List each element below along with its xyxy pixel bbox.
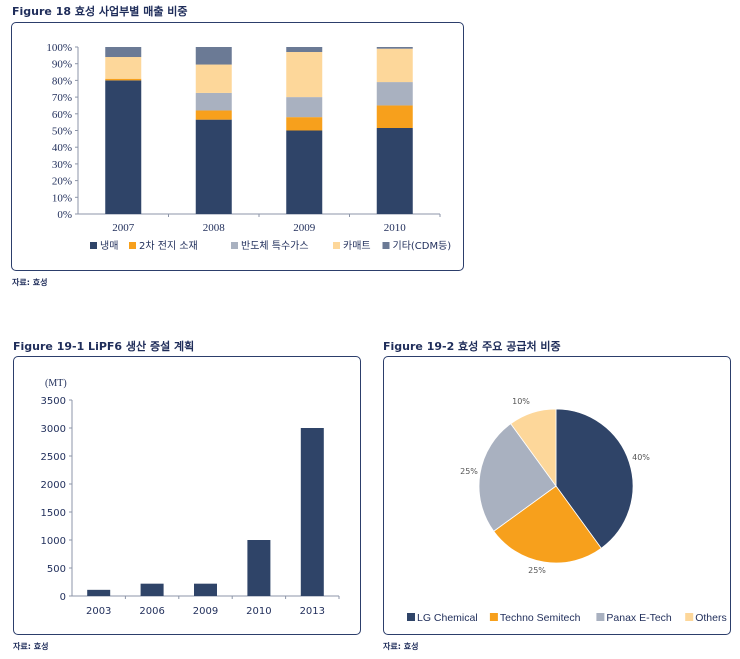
- pie-slice: [493, 485, 602, 564]
- bar-segment: [195, 64, 232, 93]
- pie-data-label: 25%: [528, 566, 546, 575]
- bar-segment: [105, 57, 142, 79]
- legend-label: LG Chemical: [417, 612, 478, 624]
- y-tick-label: 3000: [41, 424, 66, 435]
- x-tick-label: 2008: [203, 222, 226, 234]
- y-tick-label: 0: [60, 592, 66, 603]
- legend-label: 2차 전지 소재: [139, 240, 198, 252]
- x-tick-label: 2003: [86, 606, 111, 617]
- y-tick-label: 70%: [52, 92, 72, 104]
- bar-segment: [105, 78, 142, 81]
- x-tick-label: 2009: [193, 606, 218, 617]
- bar-segment: [286, 97, 323, 118]
- bar: [247, 540, 271, 596]
- legend-label: Panax E-Tech: [606, 612, 672, 624]
- legend-swatch: [596, 613, 605, 621]
- bar-segment: [105, 47, 142, 58]
- x-tick-label: 2010: [246, 606, 271, 617]
- x-tick-label: 2006: [139, 606, 164, 617]
- y-tick-label: 80%: [52, 75, 72, 87]
- y-tick-label: 3500: [41, 396, 66, 407]
- y-tick-label: 20%: [52, 176, 72, 188]
- bar-segment: [286, 52, 323, 98]
- y-tick-label: 500: [47, 564, 66, 575]
- bar: [140, 583, 164, 596]
- fig19-2-frame: [383, 356, 731, 635]
- fig19-1-frame: [13, 356, 361, 635]
- legend-swatch: [231, 242, 238, 249]
- bar-segment: [376, 105, 413, 128]
- bar: [194, 583, 217, 596]
- y-tick-label: 1500: [41, 508, 66, 519]
- y-tick-label: 40%: [52, 142, 72, 154]
- legend-swatch: [382, 242, 390, 249]
- legend-swatch: [129, 242, 136, 249]
- legend-swatch: [489, 613, 498, 621]
- pie-slice: [510, 408, 557, 488]
- y-tick-label: 50%: [52, 126, 72, 138]
- bar-segment: [286, 47, 323, 53]
- legend-label: 냉매: [100, 240, 118, 252]
- legend-swatch: [90, 242, 97, 249]
- legend-label: Others: [695, 612, 727, 624]
- pie-slice: [555, 408, 634, 549]
- fig19-1-source: 자료: 효성: [13, 642, 49, 651]
- bar-segment: [376, 48, 413, 83]
- x-tick-label: 2007: [112, 222, 135, 234]
- y-tick-label: 0%: [57, 209, 72, 221]
- bar: [300, 428, 324, 596]
- bar-segment: [105, 80, 142, 215]
- legend-swatch: [407, 613, 415, 621]
- legend: 냉매 2차 전지 소재 반도체 특수가스 카매트 기타(CDM등): [90, 240, 451, 252]
- bar-segment: [376, 82, 413, 106]
- pie-data-label: 10%: [512, 397, 530, 406]
- x-tick-label: 2010: [384, 222, 407, 234]
- legend-swatch: [685, 613, 694, 621]
- bar: [87, 589, 111, 596]
- y-unit-label: (MT): [45, 378, 67, 389]
- pie-data-label: 40%: [632, 453, 650, 462]
- fig19-1-title: Figure 19-1 LiPF6 생산 증설 계획: [13, 340, 195, 353]
- y-tick-label: 90%: [52, 59, 72, 71]
- bar-segment: [195, 47, 232, 65]
- bar-segment: [376, 127, 413, 214]
- fig18-title: Figure 18 효성 사업부별 매출 비중: [12, 5, 188, 18]
- bar-segment: [376, 47, 413, 49]
- y-tick-label: 2500: [41, 452, 66, 463]
- legend-label: 반도체 특수가스: [241, 240, 309, 252]
- x-tick-label: 2013: [300, 606, 325, 617]
- y-tick-label: 2000: [41, 480, 66, 491]
- x-tick-label: 2009: [293, 222, 316, 234]
- bar-segment: [286, 117, 323, 131]
- bar-segment: [195, 110, 232, 120]
- fig18-source: 자료: 효성: [12, 278, 48, 287]
- fig18-frame: [11, 22, 464, 271]
- legend-label: 기타(CDM등): [393, 240, 452, 252]
- y-tick-label: 1000: [41, 536, 66, 547]
- bar-segment: [195, 119, 232, 214]
- legend-swatch: [333, 242, 340, 249]
- y-tick-label: 60%: [52, 109, 72, 121]
- fig19-2-source: 자료: 효성: [383, 642, 419, 651]
- bar-segment: [286, 130, 323, 214]
- bar-segment: [195, 92, 232, 111]
- y-tick-label: 10%: [52, 192, 72, 204]
- fig19-2-title: Figure 19-2 효성 주요 공급처 비중: [383, 340, 561, 353]
- legend-label: 카매트: [343, 240, 371, 252]
- pie-data-label: 25%: [460, 467, 478, 476]
- y-tick-label: 30%: [52, 159, 72, 171]
- y-tick-label: 100%: [46, 42, 72, 54]
- pie-slice: [478, 423, 557, 532]
- legend-label: Techno Semitech: [500, 612, 581, 624]
